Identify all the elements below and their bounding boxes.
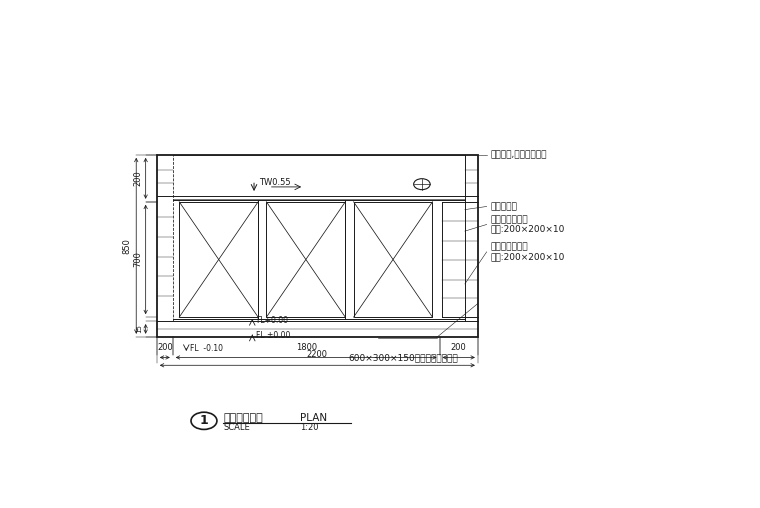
Text: 600×300×150厘预制混凝土道牙: 600×300×150厘预制混凝土道牙 xyxy=(348,354,458,363)
Text: 光面咖啡色瓷砖: 光面咖啡色瓷砖 xyxy=(491,242,528,251)
Text: 200: 200 xyxy=(451,342,467,352)
Bar xyxy=(179,202,258,317)
Bar xyxy=(157,155,478,337)
Text: 规格:200×200×10: 规格:200×200×10 xyxy=(491,252,565,261)
Bar xyxy=(267,202,345,317)
Text: FL  -0.10: FL -0.10 xyxy=(191,344,223,353)
Text: FL+0.00: FL+0.00 xyxy=(256,316,288,325)
Text: 1: 1 xyxy=(200,415,208,427)
Text: FL ±0.00: FL ±0.00 xyxy=(256,331,291,340)
Text: 规格:200×200×10: 规格:200×200×10 xyxy=(491,225,565,234)
Text: 1800: 1800 xyxy=(296,342,317,352)
Text: 排水地漏,接就近雨水井: 排水地漏,接就近雨水井 xyxy=(491,150,547,160)
Text: 200: 200 xyxy=(157,342,173,352)
Text: TW0.55: TW0.55 xyxy=(258,178,290,187)
Text: SCALE: SCALE xyxy=(223,423,250,432)
Text: 200: 200 xyxy=(133,170,142,186)
Text: 1:20: 1:20 xyxy=(300,423,318,432)
Text: 15: 15 xyxy=(137,325,143,333)
Text: 850: 850 xyxy=(122,238,131,253)
Bar xyxy=(353,202,432,317)
Text: 成品垃圾桶: 成品垃圾桶 xyxy=(491,202,518,211)
Text: 光面咖啡色瓷砖: 光面咖啡色瓷砖 xyxy=(491,215,528,224)
Text: 2200: 2200 xyxy=(307,351,328,360)
Text: 700: 700 xyxy=(133,251,142,267)
Text: 垃圾池平面图: 垃圾池平面图 xyxy=(223,412,263,423)
Text: PLAN: PLAN xyxy=(300,412,327,423)
